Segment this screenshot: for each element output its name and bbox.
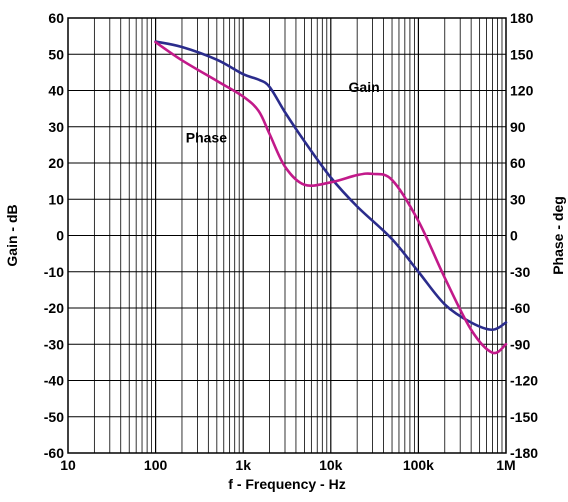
series-line-gain: [154, 40, 508, 332]
y-left-tick-label: 10: [48, 191, 64, 207]
x-tick-label: 10: [60, 457, 76, 473]
y-right-tick-label: -180: [510, 445, 538, 461]
y-right-tick-label: 90: [510, 119, 526, 135]
tick-labels: 10 100 1k 10k 100k 1M6050403020100-10-20-30-4…: [44, 10, 538, 473]
annotations: Gain Phase: [186, 79, 380, 146]
y-left-tick-label: -20: [44, 300, 64, 316]
y-left-tick-label: 40: [48, 83, 64, 99]
y-right-tick-label: -120: [510, 373, 538, 389]
y-right-tick-label: -150: [510, 409, 538, 425]
x-tick-label: 1k: [235, 457, 251, 473]
series-label-phase: Phase: [186, 130, 227, 146]
y-left-tick-label: 30: [48, 119, 64, 135]
grid: [68, 18, 506, 453]
plot-frame: [67, 17, 507, 454]
series-layer: [154, 40, 508, 355]
y-left-tick-label: -40: [44, 373, 64, 389]
y-right-tick-label: 180: [510, 10, 534, 26]
y-right-tick-label: 0: [510, 228, 518, 244]
x-tick-label: 1M: [496, 457, 515, 473]
y-right-tick-label: 120: [510, 83, 534, 99]
y-right-tick-label: 30: [510, 191, 526, 207]
x-axis-title: f - Frequency - Hz: [228, 476, 345, 492]
y-axis-left-title: Gain - dB: [4, 204, 20, 266]
y-left-tick-label: 20: [48, 155, 64, 171]
x-tick-label: 10k: [319, 457, 343, 473]
y-left-tick-label: -50: [44, 409, 64, 425]
y-right-tick-label: -90: [510, 336, 530, 352]
y-right-tick-label: 60: [510, 155, 526, 171]
series-label-gain: Gain: [349, 79, 380, 95]
y-left-tick-label: 50: [48, 46, 64, 62]
y-left-tick-label: 0: [56, 228, 64, 244]
y-right-tick-label: -30: [510, 264, 530, 280]
y-axis-right-title: Phase - deg: [550, 196, 566, 275]
x-tick-label: 100k: [403, 457, 434, 473]
y-right-tick-label: 150: [510, 46, 534, 62]
y-left-tick-label: 60: [48, 10, 64, 26]
y-left-tick-label: -10: [44, 264, 64, 280]
y-left-tick-label: -30: [44, 336, 64, 352]
y-left-tick-label: -60: [44, 445, 64, 461]
series-line-phase: [154, 40, 508, 355]
y-right-tick-label: -60: [510, 300, 530, 316]
x-tick-label: 100: [144, 457, 168, 473]
